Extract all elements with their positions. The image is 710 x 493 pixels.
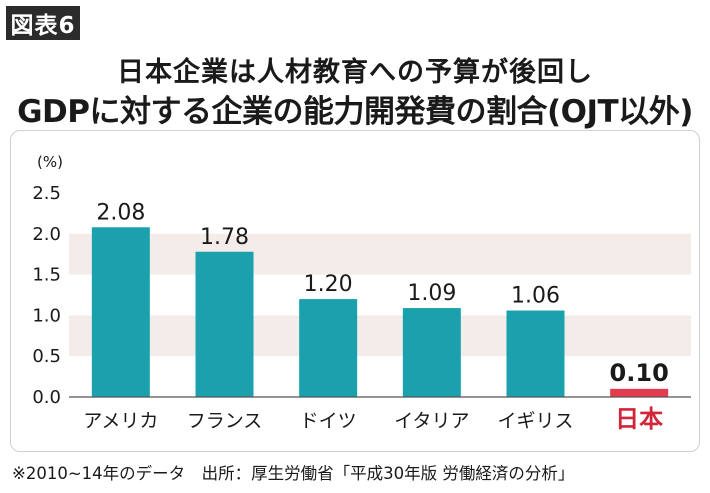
bar: [195, 251, 254, 397]
bar: [402, 308, 461, 397]
x-category-label: イタリア: [394, 410, 469, 432]
chart-title: GDPに対する企業の能力開発費の割合(OJT以外): [17, 94, 693, 130]
bar: [299, 299, 358, 397]
y-tick-label: 1.0: [32, 305, 61, 326]
grid-band: [69, 233, 691, 275]
x-category-label: アメリカ: [83, 410, 158, 432]
bar-value-label: 2.08: [96, 200, 145, 225]
bar: [610, 388, 669, 397]
bar: [506, 310, 565, 397]
grid-band: [69, 315, 691, 357]
x-category-label: 日本: [615, 405, 663, 433]
bar-value-label: 1.20: [304, 272, 353, 297]
x-category-label: イギリス: [497, 410, 573, 432]
bar-chart: 0.0 0.5 1.0 1.5 2.0 2.5 (%) 2.08 アメリカ 1.78 フランス 1.2…: [32, 153, 691, 433]
bar: [91, 227, 150, 397]
x-category-label: ドイツ: [300, 410, 357, 432]
y-tick-label: 2.0: [32, 224, 61, 245]
chart-subtitle: 日本企業は人材教育への予算が後回し: [117, 57, 593, 88]
y-unit-label: (%): [37, 153, 63, 171]
bar-value-label: 1.06: [511, 284, 560, 309]
source-footnote: ※2010~14年のデータ 出所：厚生労働省「平成30年版 労働経済の分析」: [12, 464, 575, 483]
x-category-label: フランス: [187, 410, 263, 432]
y-tick-label: 1.5: [32, 265, 61, 286]
bar-value-label: 1.78: [200, 225, 249, 250]
bar-value-label: 1.09: [407, 281, 456, 306]
y-tick-label: 2.5: [32, 183, 61, 204]
bar-value-label: 0.10: [610, 359, 669, 387]
figure-label: 図表6: [6, 6, 80, 40]
y-tick-label: 0.0: [32, 387, 61, 408]
chart-panel: 0.0 0.5 1.0 1.5 2.0 2.5 (%) 2.08 アメリカ 1.78 フランス 1.2…: [10, 130, 700, 452]
y-tick-label: 0.5: [32, 346, 61, 367]
